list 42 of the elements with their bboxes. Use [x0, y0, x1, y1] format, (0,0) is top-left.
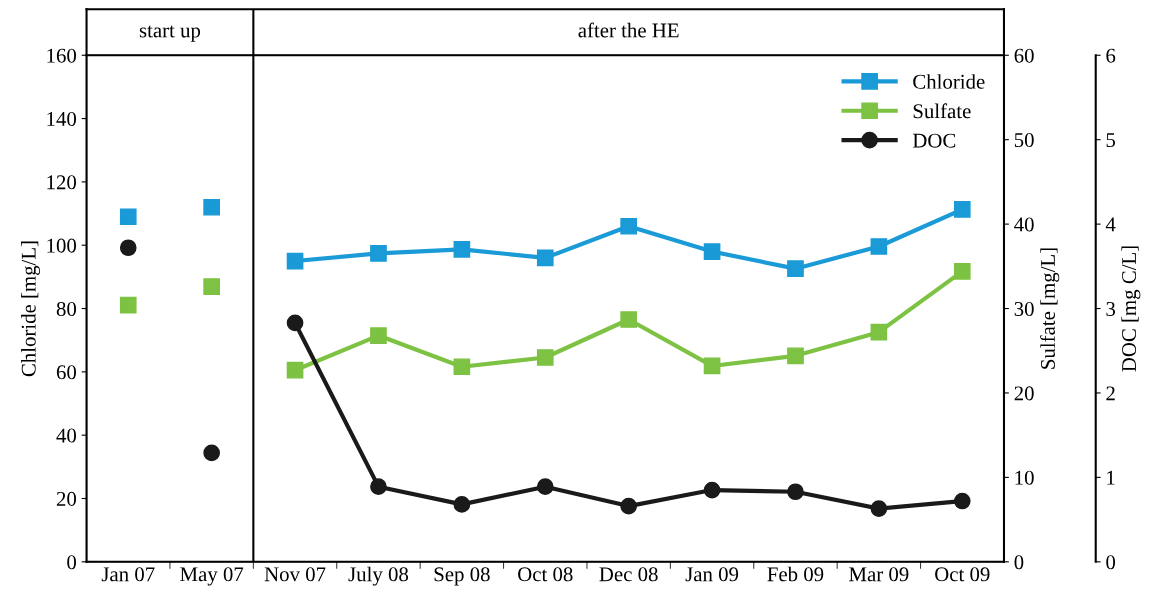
y-tick-label: 20	[56, 491, 77, 506]
y-tick-label: 140	[47, 111, 77, 127]
legend-label: Chloride	[913, 74, 985, 89]
x-tick-label: Sep 08	[434, 567, 490, 586]
legend-label: DOC	[912, 133, 956, 148]
y2-tick-label: 0	[1014, 555, 1024, 570]
y-tick-label: 0	[67, 555, 77, 570]
y2-axis-title: Sulfate [mg/L]	[1040, 248, 1060, 369]
y3-tick-label: 0	[1106, 555, 1116, 570]
y2-tick-label: 50	[1014, 133, 1034, 148]
y2-tick-label: 40	[1014, 217, 1034, 232]
x-tick-label: Mar 09	[849, 567, 909, 582]
x-tick-label: Nov 07	[264, 567, 326, 582]
y2-tick-label: 30	[1014, 301, 1034, 316]
y3-tick-label: 2	[1106, 386, 1115, 401]
x-tick-label: Oct 08	[518, 567, 573, 582]
y3-tick-label: 1	[1107, 470, 1115, 485]
y2-tick-label: 10	[1015, 470, 1034, 485]
y-tick-label: 100	[47, 238, 77, 253]
y3-tick-label: 6	[1106, 48, 1116, 63]
y-tick-label: 120	[47, 175, 77, 190]
x-tick-label: Feb 09	[767, 566, 824, 582]
y-tick-label: 60	[56, 365, 77, 380]
y3-tick-label: 3	[1106, 301, 1116, 316]
y-axis-title: Chloride [mg/L]	[21, 241, 41, 377]
y2-tick-label: 20	[1014, 386, 1034, 401]
y3-tick-label: 5	[1106, 133, 1116, 148]
y-tick-label: 80	[56, 301, 77, 316]
x-tick-label: Jan 09	[685, 567, 739, 582]
text: after the HE	[578, 22, 679, 38]
y2-tick-label: 60	[1014, 48, 1034, 63]
text: start up	[139, 25, 201, 42]
y3-axis-title: DOC [mg C/L]	[1121, 246, 1141, 372]
y-tick-label: 40	[56, 428, 77, 443]
y-tick-label: 160	[47, 48, 77, 63]
legend-label: Sulfate	[913, 103, 971, 119]
x-tick-label: Oct 09	[935, 567, 990, 582]
x-tick-label: May 07	[180, 567, 244, 586]
x-tick-label: Jan 07	[101, 567, 155, 582]
x-tick-label: Dec 08	[599, 567, 658, 582]
x-tick-label: July 08	[348, 566, 409, 586]
y3-tick-label: 4	[1105, 217, 1116, 232]
